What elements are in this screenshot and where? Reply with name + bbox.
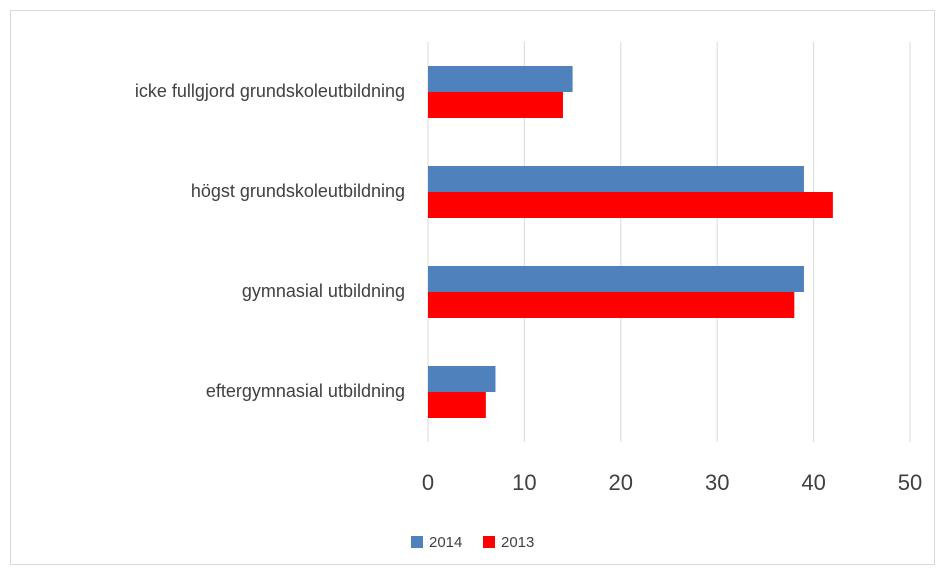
x-tick-label: 50: [898, 470, 922, 495]
bar: [428, 292, 795, 318]
legend-label: 2013: [501, 534, 534, 551]
y-tick-label: eftergymnasial utbildning: [206, 381, 405, 401]
legend-swatch: [411, 536, 423, 548]
y-tick-label: icke fullgjord grundskoleutbildning: [135, 81, 405, 101]
bar: [428, 392, 486, 418]
y-tick-label: högst grundskoleutbildning: [191, 181, 405, 201]
y-tick-label: gymnasial utbildning: [242, 281, 405, 301]
x-tick-label: 10: [512, 470, 536, 495]
bar: [428, 66, 573, 92]
legend-label: 2014: [429, 534, 462, 551]
x-tick-label: 0: [422, 470, 434, 495]
bar: [428, 366, 496, 392]
bar: [428, 266, 804, 292]
x-tick-label: 20: [609, 470, 633, 495]
bar: [428, 192, 833, 218]
legend-swatch: [483, 536, 495, 548]
bar: [428, 166, 804, 192]
bar: [428, 92, 563, 118]
x-tick-label: 30: [705, 470, 729, 495]
x-tick-label: 40: [801, 470, 825, 495]
